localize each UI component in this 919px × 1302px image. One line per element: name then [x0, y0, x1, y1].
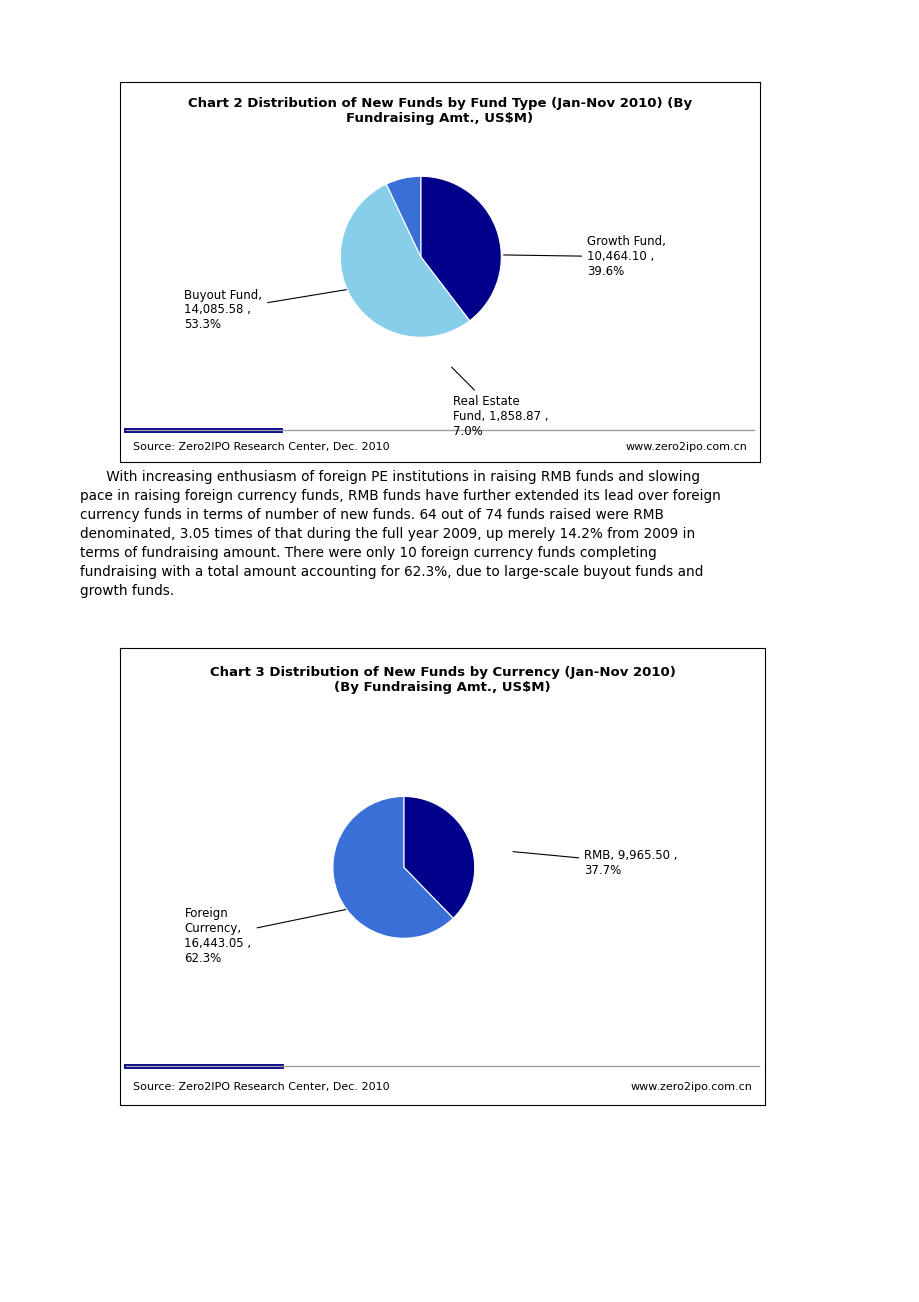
Text: With increasing enthusiasm of foreign PE institutions in raising RMB funds and s: With increasing enthusiasm of foreign PE…	[80, 470, 720, 598]
Wedge shape	[333, 797, 453, 939]
Wedge shape	[403, 797, 474, 918]
Wedge shape	[386, 176, 420, 256]
Wedge shape	[420, 176, 501, 320]
Text: Foreign
Currency,
16,443.05 ,
62.3%: Foreign Currency, 16,443.05 , 62.3%	[185, 906, 358, 965]
Text: Buyout Fund,
14,085.58 ,
53.3%: Buyout Fund, 14,085.58 , 53.3%	[184, 285, 369, 332]
Text: Chart 2 Distribution of New Funds by Fund Type (Jan-Nov 2010) (By
Fundraising Am: Chart 2 Distribution of New Funds by Fun…	[187, 98, 691, 125]
Wedge shape	[340, 184, 469, 337]
Text: Source: Zero2IPO Research Center, Dec. 2010: Source: Zero2IPO Research Center, Dec. 2…	[132, 1082, 389, 1091]
Text: www.zero2ipo.com.cn: www.zero2ipo.com.cn	[625, 441, 746, 452]
Text: www.zero2ipo.com.cn: www.zero2ipo.com.cn	[630, 1082, 752, 1091]
Text: Source: Zero2IPO Research Center, Dec. 2010: Source: Zero2IPO Research Center, Dec. 2…	[132, 441, 389, 452]
Text: Real Estate
Fund, 1,858.87 ,
7.0%: Real Estate Fund, 1,858.87 , 7.0%	[451, 367, 548, 437]
Text: Growth Fund,
10,464.10 ,
39.6%: Growth Fund, 10,464.10 , 39.6%	[503, 236, 665, 279]
Text: RMB, 9,965.50 ,
37.7%: RMB, 9,965.50 , 37.7%	[513, 849, 677, 876]
Text: Chart 3 Distribution of New Funds by Currency (Jan-Nov 2010)
(By Fundraising Amt: Chart 3 Distribution of New Funds by Cur…	[210, 667, 675, 694]
